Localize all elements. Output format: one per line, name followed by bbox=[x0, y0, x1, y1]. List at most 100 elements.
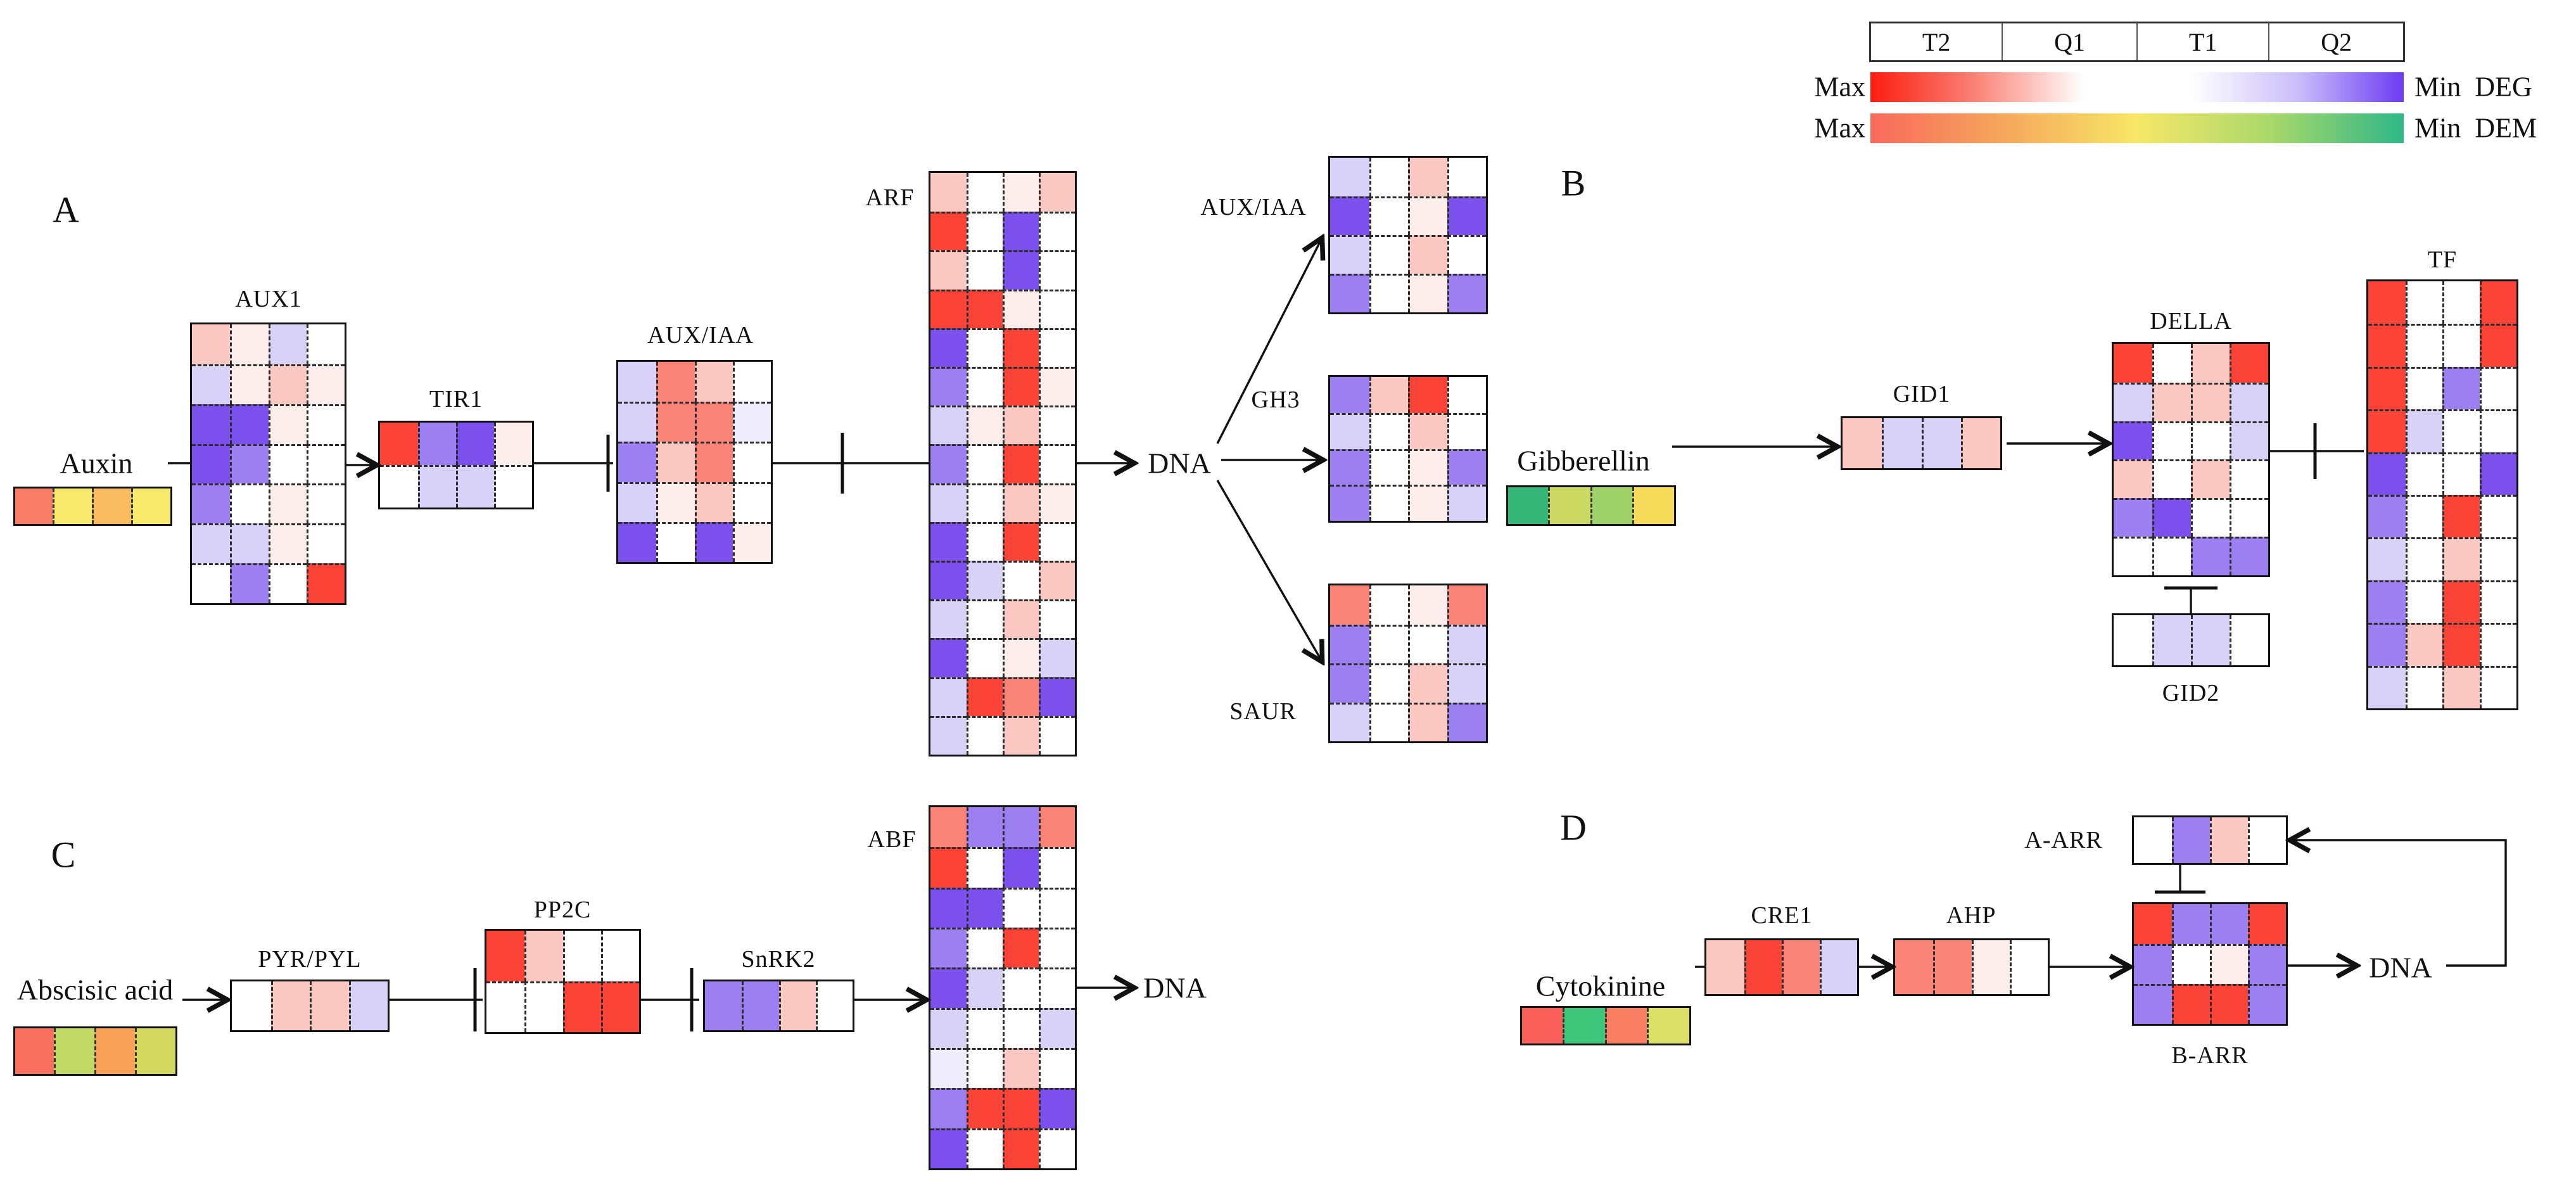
heatmap-cell bbox=[967, 561, 1003, 600]
heatmap-cell bbox=[732, 482, 771, 522]
heatmap-cell bbox=[930, 1088, 967, 1128]
panel-label-a: A bbox=[53, 189, 79, 231]
heatmap-cell bbox=[967, 807, 1003, 848]
heatmap-cell bbox=[230, 563, 269, 603]
legend-column-q1: Q1 bbox=[2002, 23, 2136, 60]
heatmap-cell bbox=[1921, 418, 1961, 468]
saur-heatmap bbox=[1328, 584, 1488, 743]
saur-title: SAUR bbox=[1229, 698, 1297, 725]
heatmap-cell bbox=[930, 483, 967, 522]
heatmap-cell bbox=[1369, 485, 1408, 521]
heatmap-cell bbox=[1447, 158, 1486, 196]
heatmap-cell bbox=[2368, 495, 2406, 538]
heatmap-cell bbox=[656, 402, 695, 442]
abf-heatmap bbox=[929, 805, 1077, 1170]
hormone-strip-cell bbox=[15, 488, 53, 524]
heatmap-cell bbox=[1003, 599, 1039, 639]
heatmap-cell bbox=[930, 638, 967, 677]
dna-label-c: DNA bbox=[1143, 971, 1207, 1004]
heatmap-cell bbox=[456, 423, 494, 465]
heatmap-cell bbox=[310, 981, 349, 1030]
heatmap-cell bbox=[2134, 817, 2172, 863]
heatmap-cell bbox=[524, 981, 563, 1032]
heatmap-cell bbox=[2009, 940, 2048, 994]
heatmap-cell bbox=[967, 715, 1003, 755]
heatmap-cell bbox=[2442, 366, 2480, 410]
heatmap-cell bbox=[1003, 967, 1039, 1008]
hormone-strip-cell bbox=[1548, 487, 1590, 524]
heatmap-cell bbox=[2230, 498, 2268, 537]
heatmap-cell bbox=[1003, 1007, 1039, 1048]
heatmap-cell bbox=[930, 173, 967, 212]
hormone-strip-cell bbox=[15, 1028, 54, 1074]
barr-title: B-ARR bbox=[2171, 1042, 2249, 1069]
heatmap-cell bbox=[2405, 366, 2442, 410]
heatmap-cell bbox=[2172, 984, 2210, 1024]
heatmap-cell bbox=[486, 981, 525, 1032]
hormone-b-strip bbox=[1506, 485, 1676, 526]
legend-dem-min-label: Min DEM bbox=[2414, 112, 2537, 144]
heatmap-cell bbox=[1003, 847, 1039, 888]
heatmap-cell bbox=[2368, 580, 2406, 623]
heatmap-cell bbox=[486, 931, 525, 981]
heatmap-cell bbox=[2230, 344, 2268, 383]
heatmap-cell bbox=[1330, 158, 1369, 196]
heatmap-cell bbox=[2479, 665, 2516, 708]
heatmap-cell bbox=[930, 405, 967, 445]
heatmap-cell bbox=[1330, 196, 1369, 235]
hormone-label-gibberellin: Gibberellin bbox=[1517, 444, 1650, 477]
panel-label-b: B bbox=[1561, 162, 1586, 204]
heatmap-cell bbox=[1039, 599, 1075, 639]
heatmap-cell bbox=[2368, 537, 2406, 580]
heatmap-cell bbox=[2442, 537, 2480, 580]
heatmap-cell bbox=[2134, 944, 2172, 984]
heatmap-cell bbox=[656, 442, 695, 482]
heatmap-cell bbox=[930, 887, 967, 928]
heatmap-cell bbox=[930, 967, 967, 1008]
hormone-strip-cell bbox=[94, 1028, 135, 1074]
heatmap-cell bbox=[1039, 1047, 1075, 1088]
heatmap-cell bbox=[2248, 904, 2286, 944]
hormone-strip-cell bbox=[53, 488, 92, 524]
heatmap-cell bbox=[2248, 817, 2286, 863]
heatmap-cell bbox=[2152, 537, 2191, 575]
heatmap-cell bbox=[1003, 444, 1039, 483]
heatmap-cell bbox=[1369, 158, 1408, 196]
heatmap-cell bbox=[967, 367, 1003, 406]
heatmap-cell bbox=[1408, 274, 1447, 312]
heatmap-cell bbox=[348, 981, 388, 1030]
heatmap-cell bbox=[967, 887, 1003, 928]
heatmap-cell bbox=[1447, 663, 1486, 703]
heatmap-cell bbox=[967, 1088, 1003, 1128]
heatmap-cell bbox=[192, 483, 231, 524]
heatmap-cell bbox=[2191, 382, 2230, 421]
heatmap-cell bbox=[618, 362, 657, 402]
gid1-heatmap bbox=[1841, 416, 2002, 470]
heatmap-cell bbox=[1447, 702, 1486, 741]
heatmap-cell bbox=[2230, 382, 2268, 421]
heatmap-cell bbox=[2368, 324, 2406, 367]
heatmap-cell bbox=[2479, 409, 2516, 452]
heatmap-cell bbox=[2405, 495, 2442, 538]
heatmap-cell bbox=[1039, 212, 1075, 251]
heatmap-cell bbox=[1003, 212, 1039, 251]
heatmap-cell bbox=[2114, 344, 2152, 383]
heatmap-cell bbox=[1039, 483, 1075, 522]
heatmap-cell bbox=[1408, 377, 1447, 413]
heatmap-cell bbox=[1039, 887, 1075, 928]
hormone-strip-cell bbox=[1647, 1008, 1689, 1044]
heatmap-cell bbox=[1782, 940, 1820, 994]
heatmap-cell bbox=[1003, 887, 1039, 928]
hormone-strip-cell bbox=[1590, 487, 1632, 524]
heatmap-cell bbox=[1408, 412, 1447, 449]
heatmap-cell bbox=[1330, 235, 1369, 274]
heatmap-cell bbox=[268, 444, 307, 484]
heatmap-cell bbox=[967, 677, 1003, 716]
heatmap-cell bbox=[2442, 495, 2480, 538]
heatmap-cell bbox=[2405, 665, 2442, 708]
heatmap-cell bbox=[1039, 289, 1075, 328]
heatmap-cell bbox=[2114, 537, 2152, 575]
heatmap-cell bbox=[1039, 967, 1075, 1008]
heatmap-cell bbox=[306, 404, 345, 444]
heatmap-cell bbox=[1003, 521, 1039, 561]
